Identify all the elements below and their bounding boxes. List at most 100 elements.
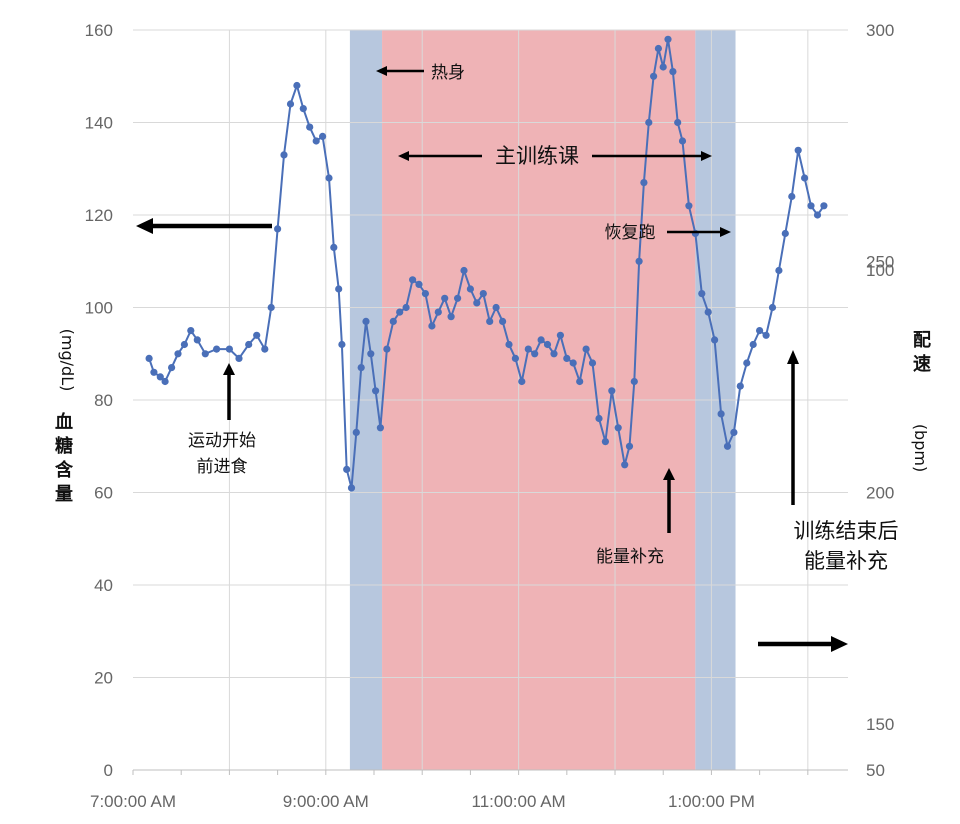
glucose-point — [343, 465, 351, 473]
glucose-point — [367, 350, 375, 358]
annotation-meal-line1: 运动开始 — [188, 431, 256, 451]
glucose-point — [168, 364, 176, 372]
glucose-point — [685, 202, 693, 210]
glucose-point — [253, 331, 261, 339]
glucose-point — [201, 350, 209, 358]
annotation-recovery-label: 恢复跑 — [605, 223, 656, 243]
arrow-fuel-head — [663, 468, 675, 480]
y-left-tick-label: 0 — [104, 761, 113, 780]
glucose-point — [524, 345, 532, 353]
y-left-tick-label: 120 — [85, 206, 113, 225]
y-left-tick-label: 80 — [94, 391, 113, 410]
left-axis-unit: (mg/dL) — [58, 329, 77, 392]
glucose-point — [723, 442, 732, 450]
annotation-left-axis-pointer — [136, 218, 272, 234]
glucose-point — [362, 317, 370, 325]
glucose-point — [306, 123, 314, 131]
x-tick-label: 7:00:00 AM — [90, 792, 176, 811]
arrow-right-axis-head — [831, 636, 848, 652]
glucose-point — [235, 354, 243, 362]
glucose-point — [669, 68, 677, 76]
glucose-point — [788, 192, 796, 201]
right-axis-title: 配速 (bpm) — [911, 330, 931, 472]
glucose-point — [299, 105, 307, 113]
right-axis-label: 配速 — [913, 330, 931, 375]
glucose-point — [274, 225, 282, 233]
axis-title-char: 量 — [55, 483, 73, 505]
glucose-point — [267, 303, 275, 312]
glucose-point — [486, 317, 494, 325]
glucose-point — [576, 377, 584, 386]
glucose-point — [156, 373, 164, 381]
glucose-point — [730, 428, 738, 436]
annotation-main-label: 主训练课 — [495, 144, 579, 168]
glucose-point — [409, 276, 417, 284]
glucose-point — [801, 174, 809, 182]
glucose-point — [180, 340, 188, 349]
glucose-point — [174, 350, 182, 358]
glucose-point — [704, 308, 712, 316]
annotation-main: 主训练课 — [398, 144, 712, 168]
glucose-point — [428, 322, 436, 330]
glucose-point — [625, 442, 634, 450]
glucose-point — [499, 317, 507, 325]
arrow-post-head — [787, 350, 799, 364]
y-right-tick-label: 150 — [866, 715, 894, 734]
x-tick-label: 9:00:00 AM — [283, 792, 369, 811]
glucose-point — [674, 118, 682, 127]
annotation-meal: 运动开始 前进食 — [188, 363, 256, 477]
glucose-point — [807, 202, 815, 210]
glucose-point — [383, 345, 391, 353]
glucose-point — [614, 424, 622, 432]
glucose-point — [768, 303, 777, 312]
y-right-tick-label: 50 — [866, 761, 885, 780]
glucose-point — [376, 424, 384, 432]
glucose-point — [556, 331, 565, 339]
annotation-warmup-label: 热身 — [431, 63, 465, 83]
glucose-point — [372, 387, 380, 395]
glucose-point — [736, 382, 744, 390]
glucose-point — [588, 359, 597, 367]
glucose-point — [531, 350, 539, 358]
glucose-point — [582, 345, 590, 353]
y-right-tick-label: 100 — [866, 261, 894, 280]
glucose-point — [280, 151, 288, 159]
glucose-point — [312, 137, 320, 145]
glucose-point — [630, 377, 638, 386]
arrow-left-axis-head — [136, 218, 153, 234]
y-left-tick-label: 40 — [94, 576, 113, 595]
glucose-point — [664, 35, 672, 43]
axis-title-char: 血 — [55, 411, 73, 433]
glucose-point — [473, 299, 481, 307]
glucose-point — [678, 137, 687, 145]
arrow-recovery-head — [720, 227, 731, 237]
y-left-tick-label: 100 — [85, 299, 113, 318]
glucose-point — [756, 327, 764, 335]
glucose-point — [659, 63, 667, 71]
tick-labels: 0 20 40 60 80 100 120 140 160 150 200 250 300 50 100 7:… — [85, 21, 895, 811]
annotation-recovery: 恢复跑 — [605, 223, 731, 243]
glucose-point — [621, 461, 629, 469]
axis-title-char: 含 — [55, 459, 74, 481]
glucose-point — [150, 368, 158, 376]
glucose-point — [595, 414, 603, 423]
glucose-point — [352, 428, 360, 436]
glucose-point — [711, 336, 719, 344]
glucose-point — [213, 345, 221, 353]
glucose-point — [261, 345, 269, 353]
glucose-point — [749, 340, 757, 349]
x-tick-label: 11:00:00 AM — [472, 792, 566, 811]
arrow-meal-head — [223, 363, 235, 375]
arrow-main-right-head — [701, 151, 712, 161]
glucose-point — [479, 290, 487, 298]
glucose-point — [145, 354, 153, 362]
glucose-point — [187, 327, 195, 335]
glucose-point — [505, 340, 513, 349]
arrow-main-left-head — [398, 151, 409, 161]
glucose-point — [635, 257, 643, 265]
y-left-tick-label: 60 — [94, 484, 113, 503]
glucose-point — [319, 132, 327, 140]
y-left-tick-label: 160 — [85, 21, 113, 40]
